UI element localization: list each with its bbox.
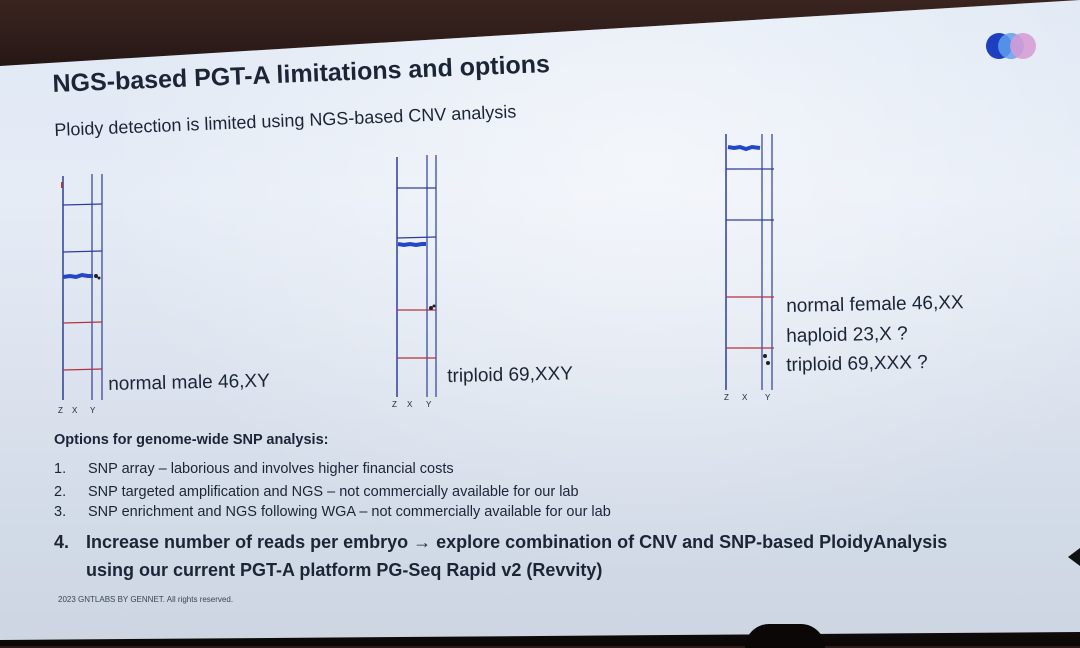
option-item-1: 1. SNP array – laborious and involves hig… xyxy=(54,461,454,477)
option-number: 3. xyxy=(54,504,67,520)
option-text-line1: Increase number of reads per embryo → ex… xyxy=(86,532,948,552)
option-item-4-line2: using our current PGT-A platform PG-Seq … xyxy=(86,560,603,580)
axis-label-y: Y xyxy=(90,406,96,415)
caption-triploid-xxx: triploid 69,XXX ? xyxy=(786,352,928,376)
option-item-3: 3. SNP enrichment and NGS following WGA –… xyxy=(54,504,611,520)
axis-label-y: Y xyxy=(426,400,432,409)
axis-label-y: Y xyxy=(765,393,771,402)
copyright-footer: 2023 GNTLABS BY GENNET. All rights reser… xyxy=(58,595,234,604)
cnv-plot-female-ambiguous: Z X Y xyxy=(724,134,774,402)
option-text: SNP targeted amplification and NGS – not… xyxy=(88,484,579,500)
axis-label-z: Z xyxy=(724,393,729,402)
cnv-plot-triploid-xxy: Z X Y xyxy=(392,155,437,409)
caption-normal-female: normal female 46,XX xyxy=(786,292,964,317)
axis-label-x: X xyxy=(407,400,413,409)
axis-label-x: X xyxy=(742,393,748,402)
option-number: 2. xyxy=(54,484,67,500)
cnv-plot-normal-male: Z X Y xyxy=(58,174,103,415)
axis-label-x: X xyxy=(72,406,78,415)
brand-logo-circles-icon xyxy=(986,33,1046,61)
caption-haploid: haploid 23,X ? xyxy=(786,323,908,347)
caption-normal-male: normal male 46,XY xyxy=(108,370,270,395)
option-number: 1. xyxy=(54,461,67,477)
option-text: SNP enrichment and NGS following WGA – n… xyxy=(88,504,611,520)
option-number: 4. xyxy=(54,532,70,552)
option-text: SNP array – laborious and involves highe… xyxy=(88,461,454,477)
options-heading: Options for genome-wide SNP analysis: xyxy=(54,432,329,448)
axis-label-z: Z xyxy=(58,406,63,415)
option-item-2: 2. SNP targeted amplification and NGS – n… xyxy=(54,484,579,500)
audience-head-silhouette xyxy=(745,624,825,648)
axis-label-z: Z xyxy=(392,400,397,409)
caption-triploid-xxy: triploid 69,XXY xyxy=(447,363,574,387)
mouse-cursor-icon xyxy=(1068,548,1080,566)
option-item-4: 4. Increase number of reads per embryo → … xyxy=(54,532,947,553)
